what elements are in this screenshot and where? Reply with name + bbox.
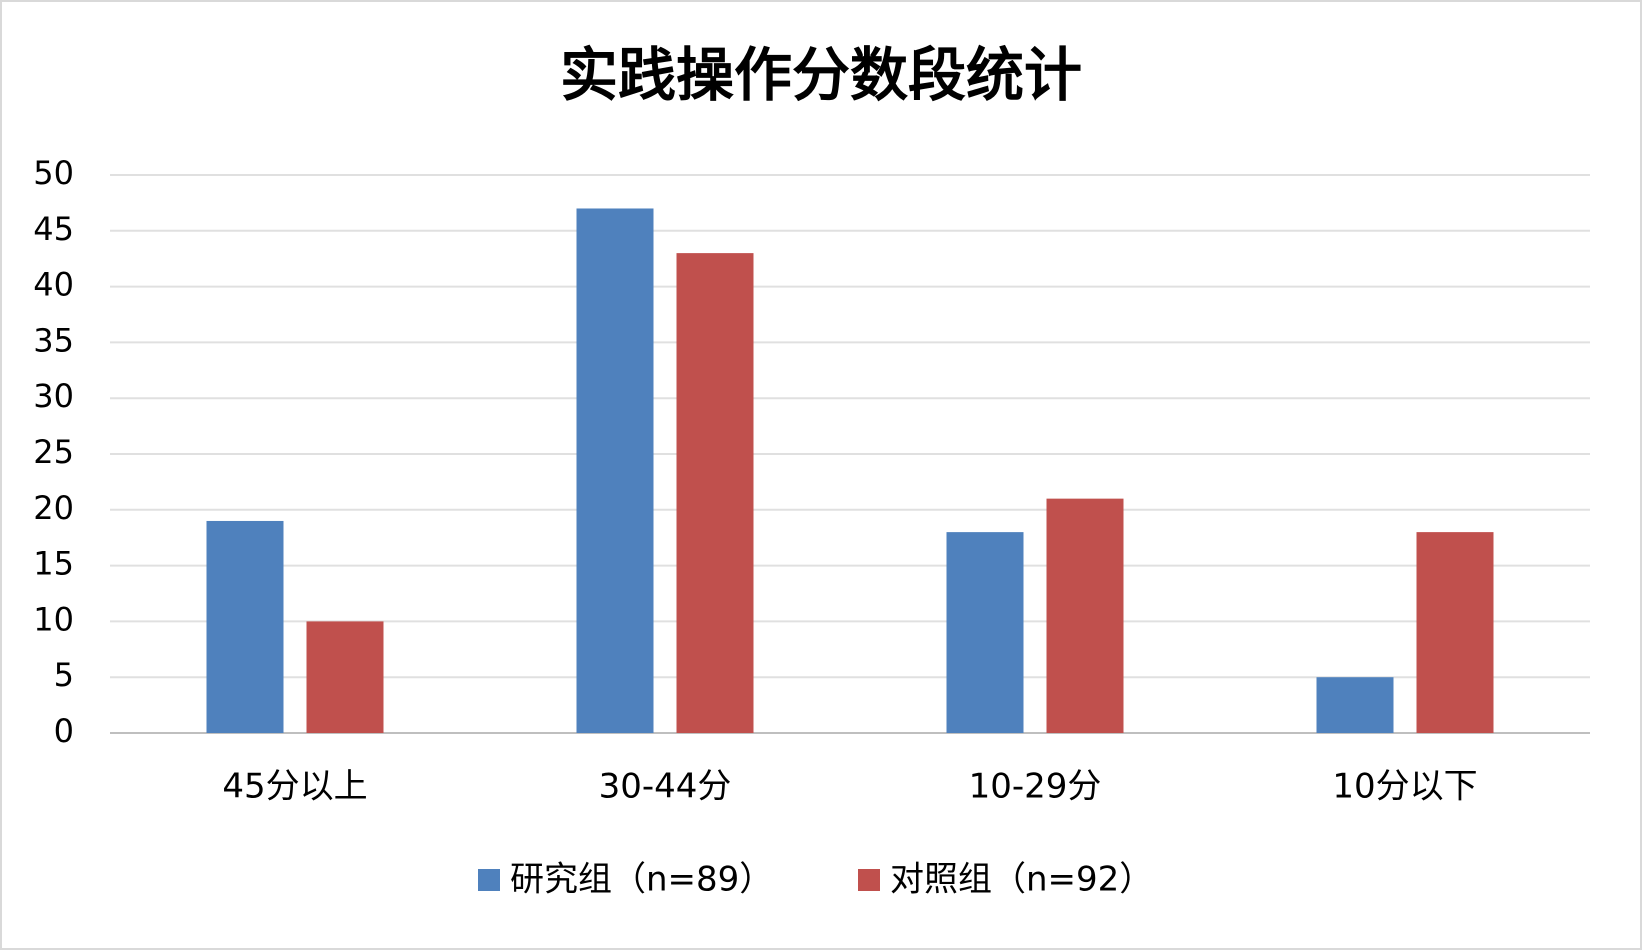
y-tick-label: 15 — [33, 545, 74, 583]
legend-label: 研究组（n=89） — [510, 860, 773, 900]
y-tick-label: 25 — [33, 433, 74, 471]
legend-label: 对照组（n=92） — [890, 860, 1153, 900]
bar — [676, 253, 754, 733]
bar — [576, 208, 654, 734]
y-tick-label: 5 — [54, 656, 74, 694]
x-tick-label: 30-44分 — [599, 767, 732, 807]
bar — [306, 621, 384, 733]
bar — [946, 532, 1024, 733]
y-tick-label: 0 — [54, 712, 74, 750]
bar — [1416, 532, 1494, 733]
x-tick-label: 10-29分 — [969, 767, 1102, 807]
bar — [1316, 677, 1394, 733]
y-tick-label: 50 — [33, 154, 74, 192]
bar — [1046, 498, 1124, 733]
y-tick-label: 40 — [33, 266, 74, 304]
chart-title: 实践操作分数段统计 — [560, 41, 1082, 109]
x-tick-label: 45分以上 — [222, 767, 367, 807]
legend-swatch — [478, 869, 500, 891]
y-tick-label: 20 — [33, 489, 74, 527]
y-tick-label: 35 — [33, 321, 74, 359]
x-tick-label: 10分以下 — [1332, 767, 1477, 807]
y-tick-label: 10 — [33, 600, 74, 638]
y-tick-label: 30 — [33, 377, 74, 415]
legend-swatch — [858, 869, 880, 891]
bar — [206, 520, 284, 733]
y-tick-label: 45 — [33, 210, 74, 248]
